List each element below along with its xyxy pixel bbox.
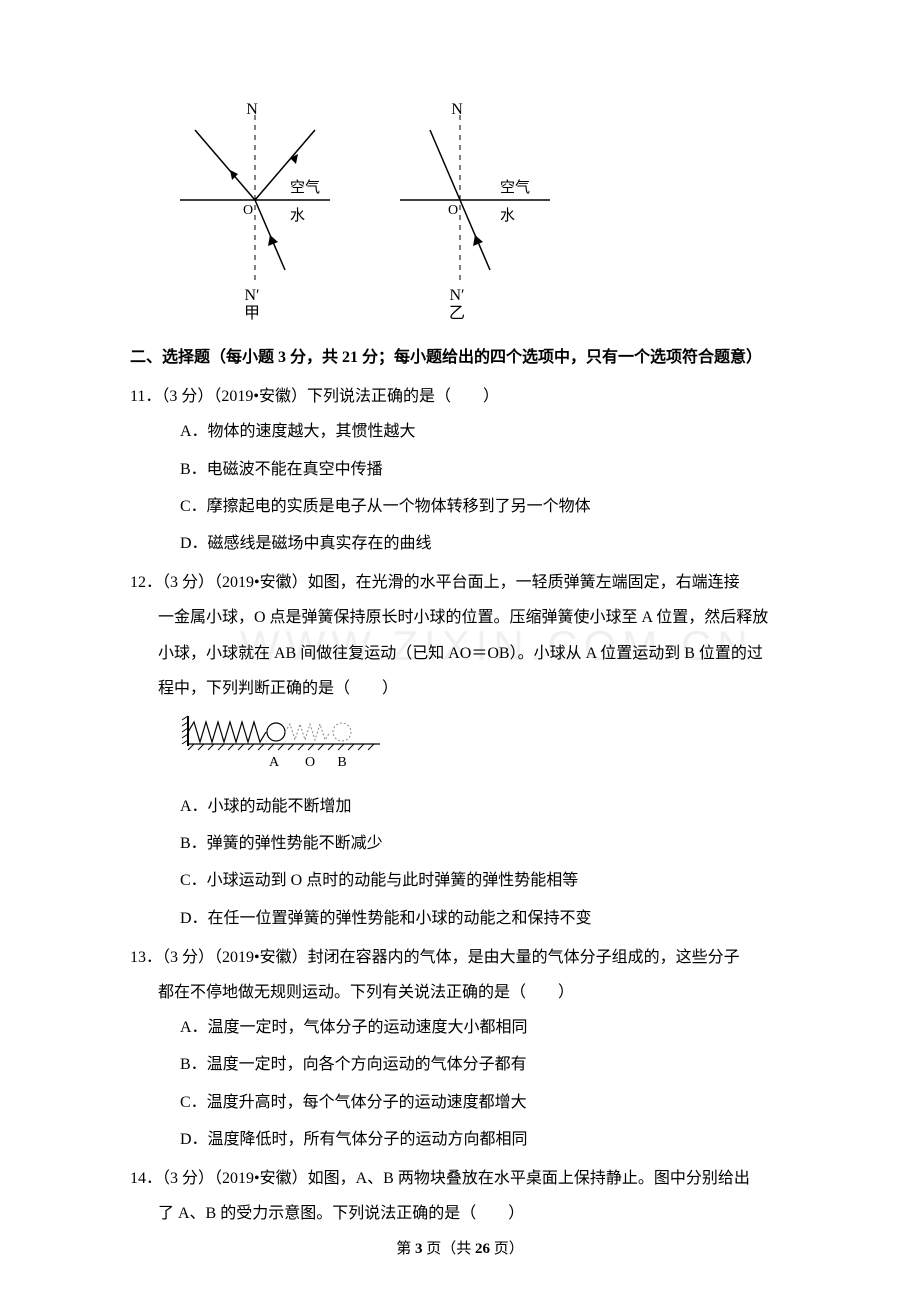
diagram-jia: N N′ O 空气 水 甲 xyxy=(170,100,340,320)
svg-text:N: N xyxy=(246,101,258,118)
q11-option-d: D．磁感线是磁场中真实存在的曲线 xyxy=(180,526,790,561)
svg-text:N′: N′ xyxy=(244,287,259,304)
svg-text:水: 水 xyxy=(290,207,305,224)
footer-mid: 页（共 xyxy=(422,1241,475,1257)
q12-option-a: A．小球的动能不断增加 xyxy=(180,789,790,824)
footer-suffix: 页） xyxy=(490,1241,524,1257)
q11-option-c: C．摩擦起电的实质是电子从一个物体转移到了另一个物体 xyxy=(180,489,790,524)
svg-text:空气: 空气 xyxy=(290,179,320,196)
svg-text:O: O xyxy=(448,203,458,218)
svg-text:A: A xyxy=(269,755,280,770)
page-content: N N′ O 空气 水 甲 N N′ O 空气 水 乙 二、选择题（每小题 3 … xyxy=(130,100,790,1231)
svg-text:N: N xyxy=(451,101,463,118)
q14-line-0: 14．（3 分）（2019•安徽）如图，A、B 两物块叠放在水平桌面上保持静止。… xyxy=(130,1161,790,1196)
svg-text:水: 水 xyxy=(500,207,515,224)
q12-line-2: 小球，小球就在 AB 间做往复运动（已知 AO＝OB）。小球从 A 位置运动到 … xyxy=(130,636,790,671)
q11-option-a: A．物体的速度越大，其惯性越大 xyxy=(180,414,790,449)
diagram-yi: N N′ O 空气 水 乙 xyxy=(390,100,560,320)
q12-option-d: D．在任一位置弹簧的弹性势能和小球的动能之和保持不变 xyxy=(180,901,790,936)
q12-option-c: C．小球运动到 O 点时的动能与此时弹簧的弹性势能相等 xyxy=(180,863,790,898)
q13-line-1: 都在不停地做无规则运动。下列有关说法正确的是（ ） xyxy=(130,975,790,1010)
question-11: 11．（3 分）（2019•安徽）下列说法正确的是（ ） A．物体的速度越大，其… xyxy=(130,379,790,561)
q13-option-d: D．温度降低时，所有气体分子的运动方向都相同 xyxy=(180,1122,790,1157)
svg-text:甲: 甲 xyxy=(244,305,260,320)
q14-line-1: 了 A、B 的受力示意图。下列说法正确的是（ ） xyxy=(130,1196,790,1231)
q13-option-c: C．温度升高时，每个气体分子的运动速度都增大 xyxy=(180,1085,790,1120)
svg-text:O: O xyxy=(243,203,253,218)
svg-text:O: O xyxy=(305,755,315,770)
footer-prefix: 第 xyxy=(396,1241,415,1257)
q12-line-0: 12．（3 分）（2019•安徽）如图，在光滑的水平台面上，一轻质弹簧左端固定，… xyxy=(130,565,790,600)
q13-option-a: A．温度一定时，气体分子的运动速度大小都相同 xyxy=(180,1010,790,1045)
q11-stem: 11．（3 分）（2019•安徽）下列说法正确的是（ ） xyxy=(130,379,790,414)
question-13: 13．（3 分）（2019•安徽）封闭在容器内的气体，是由大量的气体分子组成的，… xyxy=(130,940,790,1157)
question-14: 14．（3 分）（2019•安徽）如图，A、B 两物块叠放在水平桌面上保持静止。… xyxy=(130,1161,790,1231)
refraction-diagrams: N N′ O 空气 水 甲 N N′ O 空气 水 乙 xyxy=(170,100,790,320)
svg-text:乙: 乙 xyxy=(449,305,465,320)
section-header: 二、选择题（每小题 3 分，共 21 分；每小题给出的四个选项中，只有一个选项符… xyxy=(130,340,790,375)
question-12: 12．（3 分）（2019•安徽）如图，在光滑的水平台面上，一轻质弹簧左端固定，… xyxy=(130,565,790,936)
q13-line-0: 13．（3 分）（2019•安徽）封闭在容器内的气体，是由大量的气体分子组成的，… xyxy=(130,940,790,975)
svg-text:B: B xyxy=(337,755,346,770)
spring-figure: A O B xyxy=(180,710,790,783)
footer-total: 26 xyxy=(475,1241,490,1257)
q13-option-b: B．温度一定时，向各个方向运动的气体分子都有 xyxy=(180,1047,790,1082)
q12-line-1: 一金属小球，O 点是弹簧保持原长时小球的位置。压缩弹簧使小球至 A 位置，然后释… xyxy=(130,600,790,635)
q12-option-b: B．弹簧的弹性势能不断减少 xyxy=(180,826,790,861)
q11-option-b: B．电磁波不能在真空中传播 xyxy=(180,452,790,487)
q12-line-3: 程中，下列判断正确的是（ ） xyxy=(130,671,790,706)
page-footer: 第 3 页（共 26 页） xyxy=(0,1233,920,1266)
svg-text:空气: 空气 xyxy=(500,179,530,196)
svg-text:N′: N′ xyxy=(449,287,464,304)
